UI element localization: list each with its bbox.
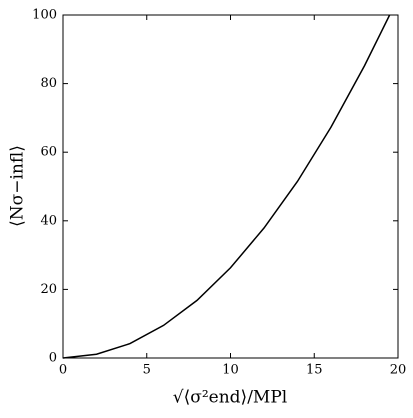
y-tick-label: 100	[32, 8, 57, 23]
line-series	[62, 14, 391, 359]
y-tick-label: 40	[40, 213, 57, 228]
y-tick-label: 20	[40, 282, 57, 297]
x-tick-label: 15	[306, 363, 323, 378]
plot-frame	[62, 14, 399, 359]
x-tick-label: 20	[390, 363, 407, 378]
x-tick-label: 5	[143, 363, 151, 378]
x-tick-label: 10	[222, 363, 239, 378]
x-axis-label: √⟨σ²end⟩/MPl	[173, 388, 287, 408]
y-axis-label: ⟨Nσ−infl⟩	[8, 145, 28, 227]
y-tick-label: 80	[40, 76, 57, 91]
x-tick-label: 0	[59, 363, 67, 378]
y-tick-label: 0	[49, 351, 57, 366]
y-tick-label: 60	[40, 145, 57, 160]
